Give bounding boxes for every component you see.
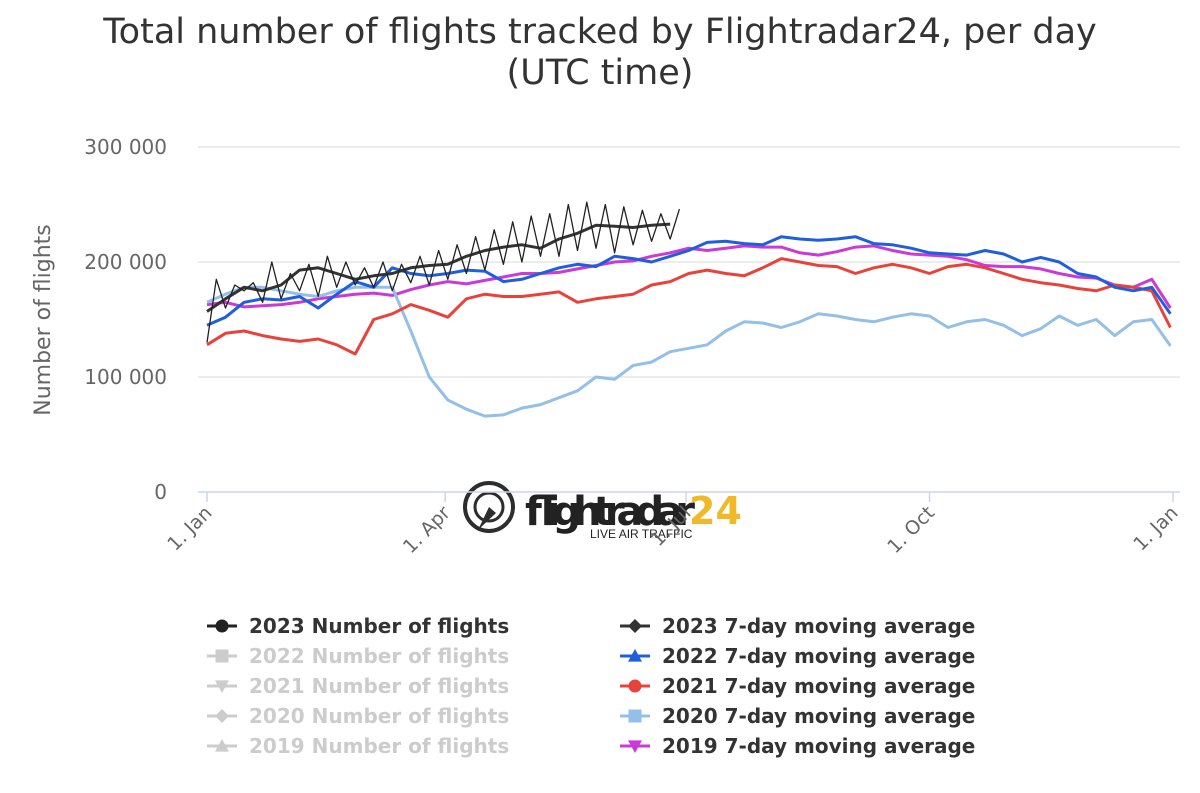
grid	[198, 146, 1180, 493]
legend-label: 2021 Number of flights	[249, 674, 509, 698]
y-tick-label: 300 000	[84, 135, 167, 159]
series-line	[206, 244, 1172, 309]
x-tick-label: 1. Jan	[163, 502, 216, 555]
series-line	[206, 257, 1172, 356]
legend-label: 2022 7-day moving average	[662, 644, 975, 668]
y-axis-label: Number of flights	[31, 224, 56, 416]
legend-item[interactable]: 2020 7-day moving average	[620, 704, 975, 728]
legend-marker	[215, 739, 229, 752]
x-tick-label: 1. Apr	[399, 502, 455, 558]
legend-marker	[215, 649, 229, 663]
legend-marker	[215, 709, 229, 723]
legend-marker	[628, 709, 642, 723]
series-line	[206, 285, 1172, 418]
legend-item[interactable]: 2022 Number of flights	[207, 644, 509, 668]
legend-label: 2023 Number of flights	[249, 614, 509, 638]
logo-pin	[478, 507, 496, 530]
watermark-number: 24	[689, 489, 742, 533]
legend-marker	[628, 740, 642, 753]
legend-label: 2021 7-day moving average	[662, 674, 975, 698]
x-tick-label: 1. Oct	[883, 502, 939, 558]
legend-marker	[628, 619, 642, 633]
legend-label: 2020 7-day moving average	[662, 704, 975, 728]
y-tick-label: 100 000	[84, 365, 167, 389]
logo-ring	[463, 481, 515, 533]
legend-item[interactable]: 2022 7-day moving average	[620, 644, 975, 668]
y-tick-label: 200 000	[84, 250, 167, 274]
y-tick-label: 0	[154, 480, 167, 504]
x-tick-label: 1. Jan	[1129, 502, 1182, 555]
legend-label: 2023 7-day moving average	[662, 614, 975, 638]
legend-item[interactable]: 2021 7-day moving average	[620, 674, 975, 698]
legend-label: 2019 Number of flights	[249, 734, 509, 758]
series-line	[206, 222, 671, 313]
legend-item[interactable]: 2020 Number of flights	[207, 704, 509, 728]
legend-item[interactable]: 2019 7-day moving average	[620, 734, 975, 758]
legend-item[interactable]: 2023 7-day moving average	[620, 614, 975, 638]
legend-marker	[215, 619, 229, 633]
logo-ring	[473, 491, 505, 523]
legend-marker	[215, 680, 229, 693]
logo	[463, 481, 515, 533]
series-line	[206, 235, 1172, 327]
series-line	[206, 201, 681, 343]
watermark-brand: flightradar	[525, 489, 695, 535]
legend-label: 2019 7-day moving average	[662, 734, 975, 758]
watermark-tagline: LIVE AIR TRAFFIC	[590, 527, 693, 541]
chart-title: Total number of flights tracked by Fligh…	[103, 12, 1097, 93]
legend-label: 2020 Number of flights	[249, 704, 509, 728]
legend-item[interactable]: 2021 Number of flights	[207, 674, 509, 698]
legend-marker	[628, 679, 642, 693]
legend-marker	[628, 649, 642, 662]
legend-item[interactable]: 2019 Number of flights	[207, 734, 509, 758]
legend-label: 2022 Number of flights	[249, 644, 509, 668]
legend-item[interactable]: 2023 Number of flights	[207, 614, 509, 638]
